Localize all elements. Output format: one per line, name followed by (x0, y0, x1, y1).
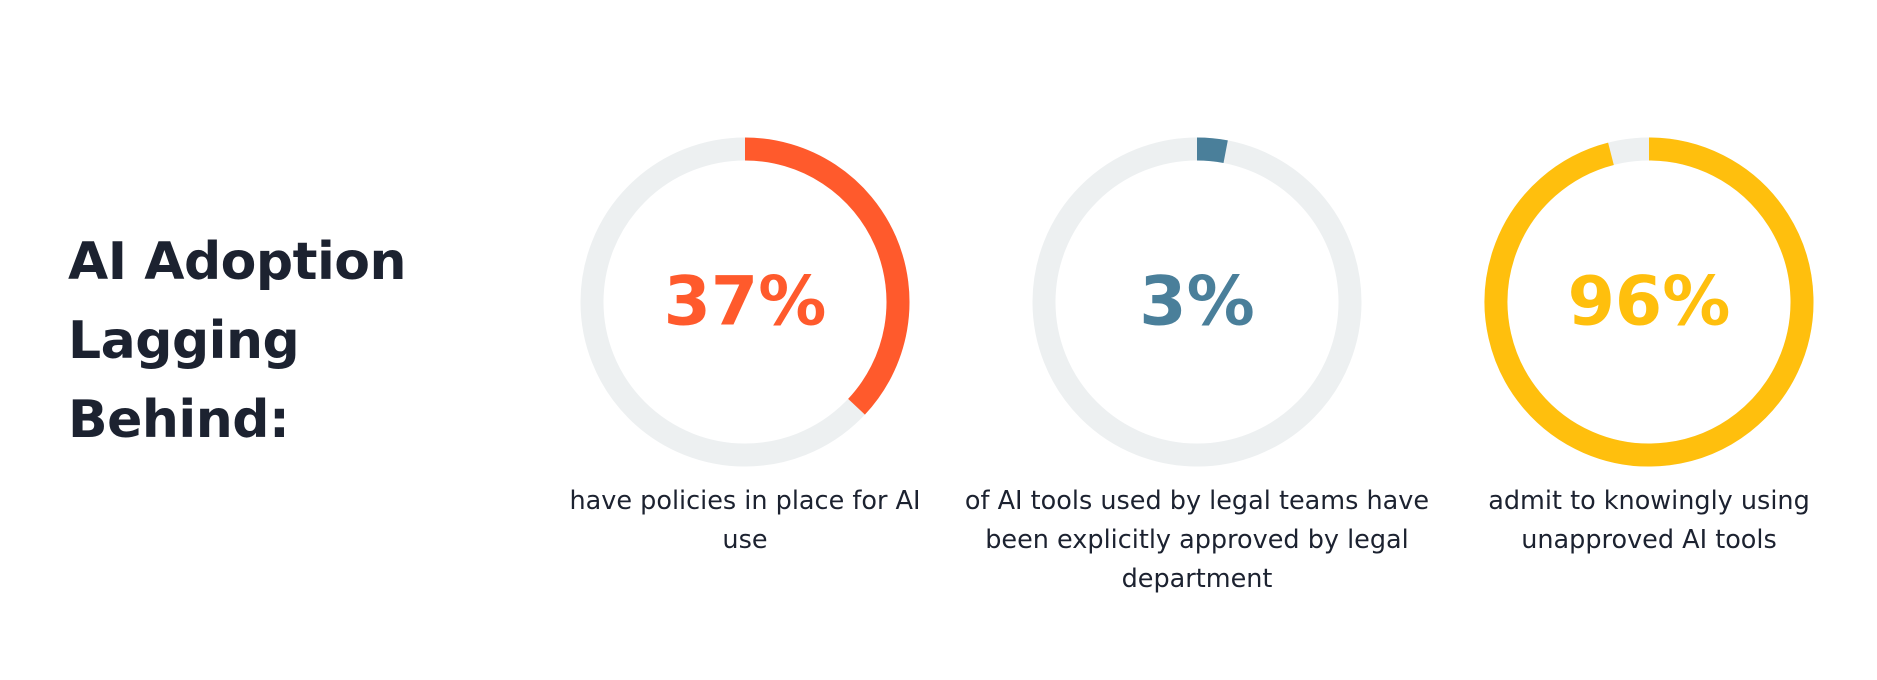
stat-caption-text: of AI tools used by legal teams have bee… (964, 486, 1430, 594)
percentage-value: 3% (1139, 263, 1254, 342)
stat-unapproved-usage: 96% admit to knowingly using unapproved … (1414, 0, 1877, 680)
percentage-value: 96% (1568, 263, 1731, 342)
donut-chart: 37% (580, 137, 910, 467)
stat-caption: have policies in place for AI use (510, 482, 980, 560)
donut-chart: 96% (1484, 137, 1814, 467)
stat-approved-tools: 3% of AI tools used by legal teams have … (962, 0, 1432, 680)
headline: AI Adoption Lagging Behind: (68, 223, 448, 460)
donut-chart: 3% (1032, 137, 1362, 467)
stat-policies: 37% have policies in place for AI use (510, 0, 980, 680)
headline-line: Behind: (68, 390, 290, 450)
stat-caption: of AI tools used by legal teams have bee… (962, 482, 1432, 599)
headline-line: Lagging (68, 311, 300, 371)
donut-arc (744, 137, 910, 415)
headline-line: AI Adoption (68, 232, 407, 292)
stat-caption-text: have policies in place for AI use (569, 486, 921, 555)
donut-arc (1196, 137, 1228, 164)
stat-caption: admit to knowingly using unapproved AI t… (1414, 482, 1877, 560)
donut-arc (1484, 137, 1814, 467)
percentage-value: 37% (664, 263, 827, 342)
stat-caption-text: admit to knowingly using unapproved AI t… (1488, 486, 1810, 555)
